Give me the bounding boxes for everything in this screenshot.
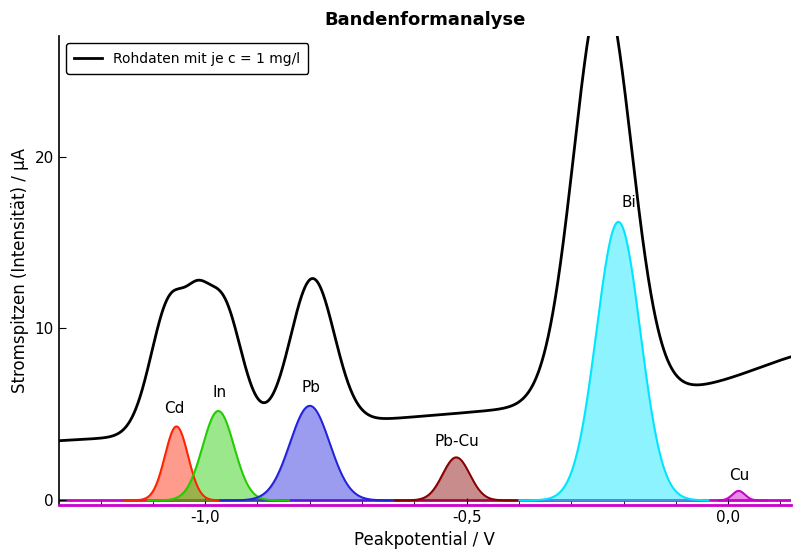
Text: In: In [213, 385, 226, 400]
Text: Cd: Cd [164, 401, 184, 416]
Legend: Rohdaten mit je c = 1 mg/l: Rohdaten mit je c = 1 mg/l [66, 43, 309, 74]
Y-axis label: Stromspitzen (Intensität) / μA: Stromspitzen (Intensität) / μA [11, 148, 29, 393]
X-axis label: Peakpotential / V: Peakpotential / V [354, 531, 496, 549]
Text: Pb-Cu: Pb-Cu [435, 434, 480, 449]
Title: Bandenformanalyse: Bandenformanalyse [324, 11, 525, 29]
Text: Pb: Pb [302, 380, 321, 395]
Text: Cu: Cu [730, 468, 750, 483]
Text: Bi: Bi [622, 195, 636, 210]
